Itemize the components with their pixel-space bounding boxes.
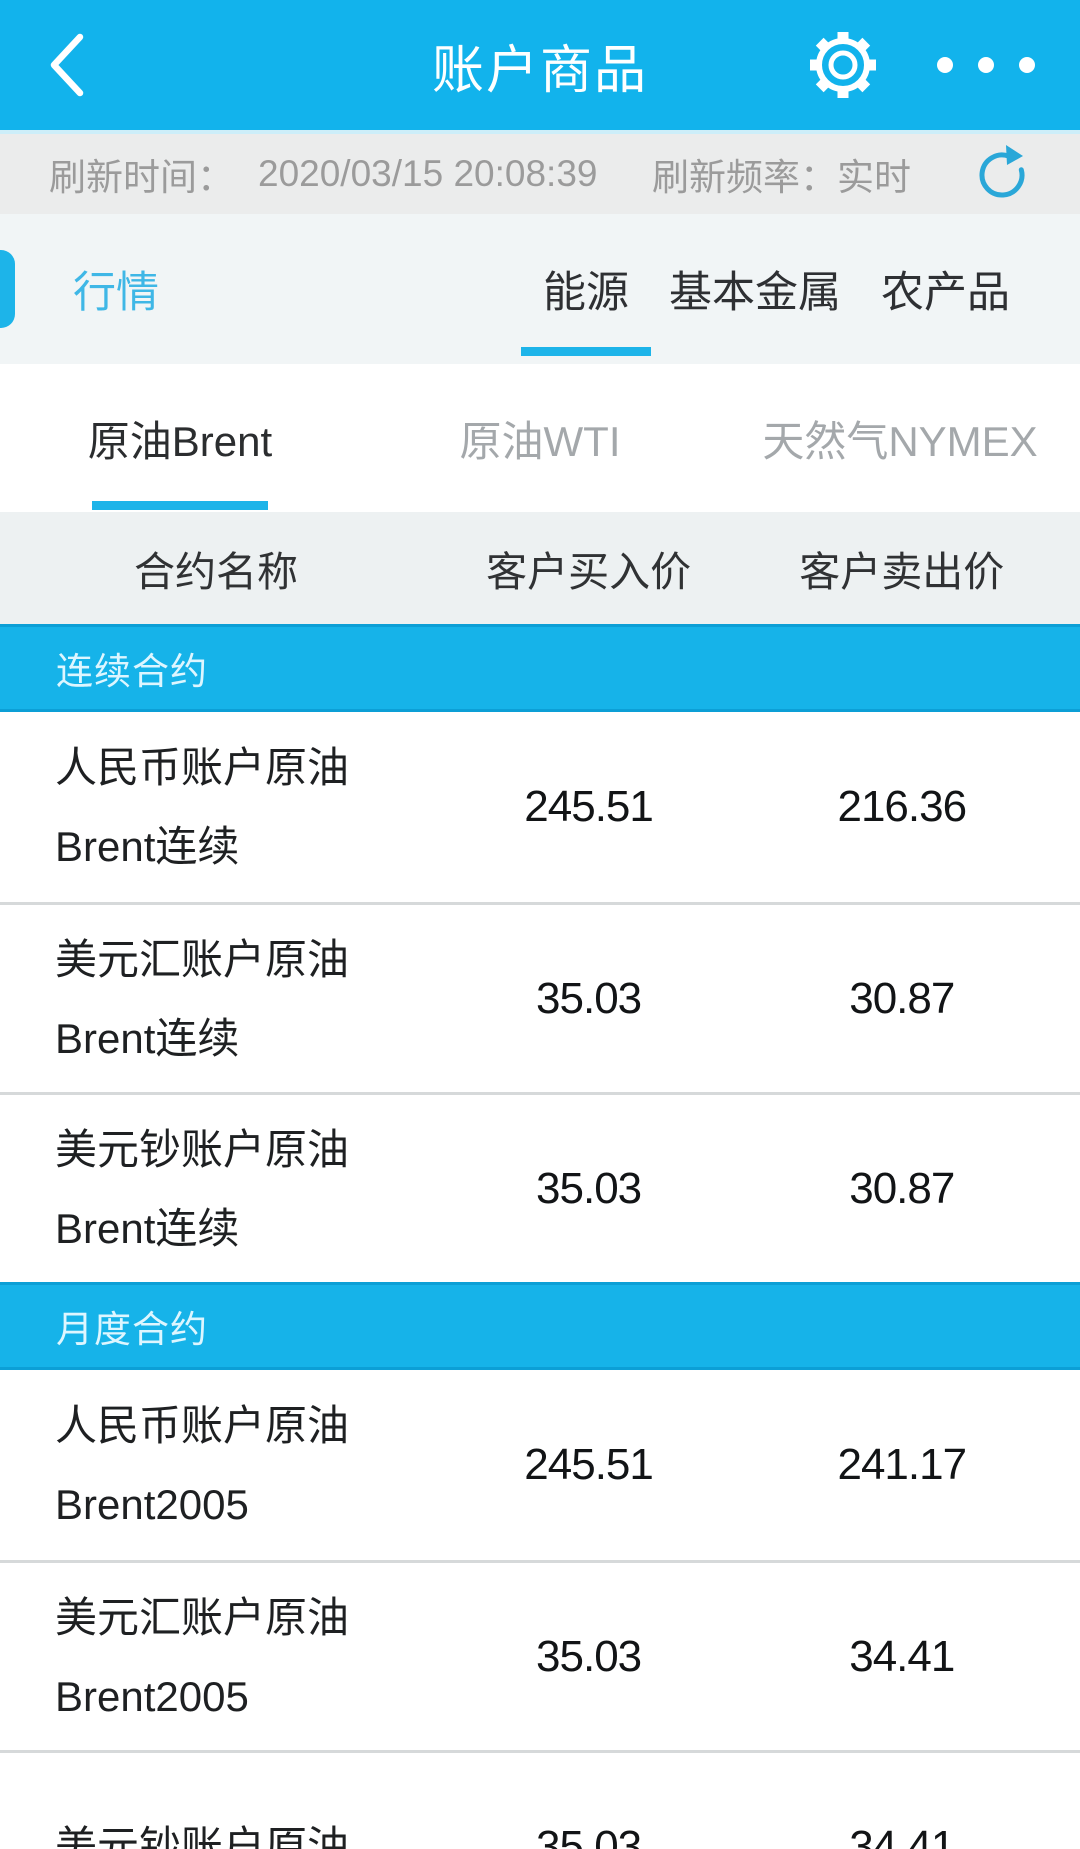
refresh-time-value: 2020/03/15 20:08:39 xyxy=(258,153,598,194)
table-column-header: 合约名称 客户买入价 客户卖出价 xyxy=(0,512,1080,624)
contract-name-line1: 人民币账户原油 xyxy=(55,1402,350,1449)
sell-price: 30.87 xyxy=(849,1163,955,1213)
contract-subtab[interactable]: 原油Brent xyxy=(0,364,360,512)
section-header-label: 连续合约 xyxy=(56,651,208,692)
back-button[interactable] xyxy=(44,0,88,130)
section-header: 连续合约 xyxy=(0,624,1080,712)
ellipsis-icon xyxy=(937,57,1035,73)
active-tab-underline xyxy=(521,347,651,356)
contract-row[interactable]: 美元汇账户原油 Brent连续 35.03 30.87 xyxy=(0,902,1080,1092)
category-tab-label: 农产品 xyxy=(881,269,1010,317)
sell-price: 216.36 xyxy=(837,782,967,831)
contract-name: 人民币账户原油 Brent2005 xyxy=(0,1370,432,1560)
contract-name-line1: 美元钞账户原油 xyxy=(55,1125,350,1173)
category-tab[interactable]: 基本金属 xyxy=(669,214,841,364)
category-nav-row: 行情 能源 基本金属 农产品 xyxy=(0,214,1080,364)
contract-subtab[interactable]: 天然气NYMEX xyxy=(720,364,1080,512)
contract-row[interactable]: 美元汇账户原油 Brent2005 35.03 34.41 xyxy=(0,1560,1080,1750)
price-table-body: 连续合约 人民币账户原油 Brent连续 245.51 216.36 美元汇账户… xyxy=(0,624,1080,1849)
sell-price: 34.41 xyxy=(849,1631,955,1681)
column-header-cell: 合约名称 xyxy=(134,549,298,595)
contract-subtab-label: 原油Brent xyxy=(87,417,273,465)
edge-drawer-handle[interactable] xyxy=(0,250,15,328)
market-quotes-label: 行情 xyxy=(73,269,159,317)
refresh-time-label: 刷新时间： xyxy=(49,157,234,198)
section-header-label: 月度合约 xyxy=(56,1309,208,1350)
section-rows: 人民币账户原油 Brent2005 245.51 241.17 美元汇账户原油 … xyxy=(0,1370,1080,1849)
contract-name-line2: Brent2005 xyxy=(55,1672,249,1720)
refresh-frequency-value: 实时 xyxy=(837,157,911,198)
refresh-bar: 刷新时间： 2020/03/15 20:08:39 刷新频率： 实时 xyxy=(0,134,1080,214)
active-subtab-underline xyxy=(92,501,268,510)
category-tabs: 能源 基本金属 农产品 xyxy=(503,214,1080,364)
contract-name-line2: Brent2005 xyxy=(55,1481,249,1528)
contract-row[interactable]: 美元钞账户原油 Brent连续 35.03 30.87 xyxy=(0,1092,1080,1282)
contract-name-line1: 美元汇账户原油 xyxy=(55,935,350,983)
refresh-icon xyxy=(979,145,1025,198)
refresh-button[interactable] xyxy=(973,145,1031,203)
contract-name: 美元钞账户原油 Brent连续 xyxy=(0,1095,432,1282)
contract-subtab-label: 原油WTI xyxy=(459,417,621,465)
contract-name: 人民币账户原油 Brent连续 xyxy=(0,712,432,902)
contract-section: 月度合约 人民币账户原油 Brent2005 245.51 241.17 美元汇… xyxy=(0,1282,1080,1849)
section-header: 月度合约 xyxy=(0,1282,1080,1370)
contract-row[interactable]: 美元钞账户原油 35.03 34.41 xyxy=(0,1750,1080,1849)
contract-row[interactable]: 人民币账户原油 Brent2005 245.51 241.17 xyxy=(0,1370,1080,1560)
buy-price: 245.51 xyxy=(524,782,654,831)
buy-price: 35.03 xyxy=(536,1821,642,1849)
column-header-cell: 客户买入价 xyxy=(486,549,692,595)
top-bar-actions xyxy=(802,0,1036,130)
contract-subtab-label: 天然气NYMEX xyxy=(762,417,1038,465)
more-button[interactable] xyxy=(936,56,1036,74)
column-header-cell: 客户卖出价 xyxy=(799,549,1005,595)
buy-price: 35.03 xyxy=(536,973,642,1023)
contract-subtabs: 原油Brent 原油WTI 天然气NYMEX xyxy=(0,364,1080,512)
sell-price: 34.41 xyxy=(849,1821,955,1849)
contract-subtab[interactable]: 原油WTI xyxy=(360,364,720,512)
contract-name-line2: Brent连续 xyxy=(55,1014,240,1062)
sell-price: 30.87 xyxy=(849,973,955,1023)
contract-name: 美元汇账户原油 Brent连续 xyxy=(0,905,432,1092)
contract-name: 美元汇账户原油 Brent2005 xyxy=(0,1563,432,1750)
category-tab[interactable]: 能源 xyxy=(521,214,651,364)
contract-name-line1: 美元汇账户原油 xyxy=(55,1593,350,1641)
contract-name: 美元钞账户原油 xyxy=(0,1753,432,1849)
refresh-frequency-label: 刷新频率： xyxy=(652,157,837,198)
section-rows: 人民币账户原油 Brent连续 245.51 216.36 美元汇账户原油 Br… xyxy=(0,712,1080,1282)
category-tab-label: 能源 xyxy=(543,269,629,317)
sell-price: 241.17 xyxy=(837,1440,967,1489)
contract-section: 连续合约 人民币账户原油 Brent连续 245.51 216.36 美元汇账户… xyxy=(0,624,1080,1282)
contract-name-line2: Brent连续 xyxy=(55,823,240,870)
settings-button[interactable] xyxy=(802,24,884,106)
top-bar: 账户商品 xyxy=(0,0,1080,134)
contract-name-line1: 人民币账户原油 xyxy=(55,744,350,791)
category-tab-label: 基本金属 xyxy=(669,269,841,317)
buy-price: 35.03 xyxy=(536,1631,642,1681)
contract-name-line2: Brent连续 xyxy=(55,1204,240,1252)
contract-name-line1: 美元钞账户原油 xyxy=(55,1823,350,1849)
buy-price: 35.03 xyxy=(536,1163,642,1213)
category-tab[interactable]: 农产品 xyxy=(881,214,1010,364)
back-chevron-icon xyxy=(50,33,84,97)
gear-icon xyxy=(810,32,876,98)
buy-price: 245.51 xyxy=(524,1440,654,1489)
contract-row[interactable]: 人民币账户原油 Brent连续 245.51 216.36 xyxy=(0,712,1080,902)
